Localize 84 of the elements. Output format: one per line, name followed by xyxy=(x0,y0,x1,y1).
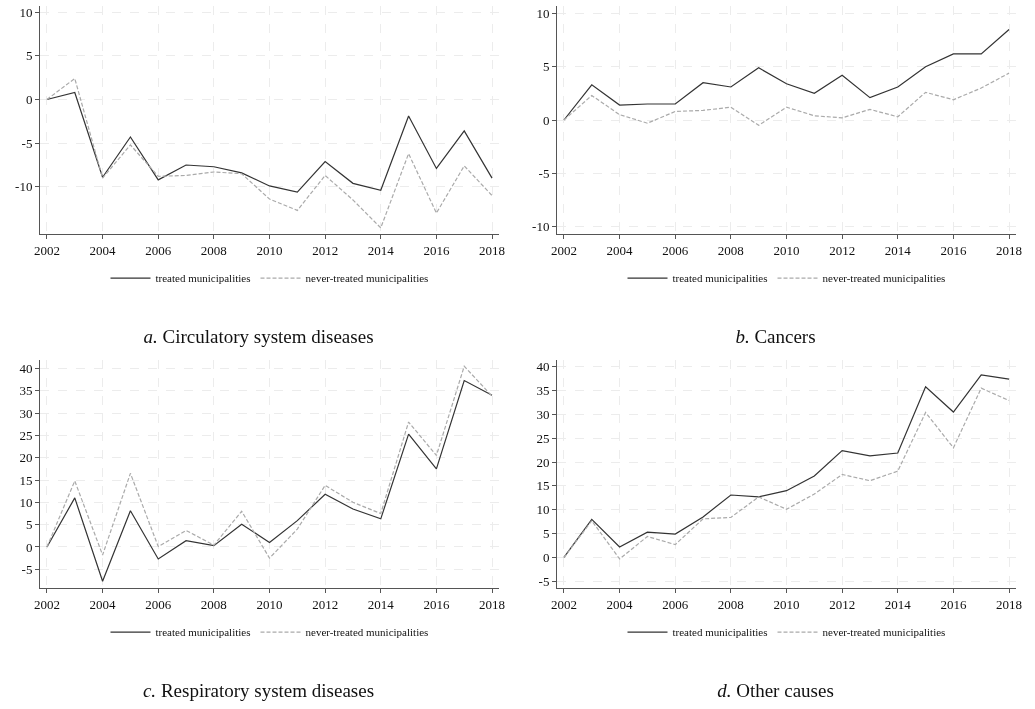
x-tick-label: 2008 xyxy=(200,596,227,612)
x-tick-label: 2012 xyxy=(829,242,856,258)
y-tick-label: 30 xyxy=(536,406,550,422)
x-tick-label: 2018 xyxy=(479,242,506,258)
x-tick-label: 2018 xyxy=(996,242,1023,258)
line-series xyxy=(563,28,1010,121)
x-tick-label: 2014 xyxy=(884,242,912,258)
y-tick-label: 30 xyxy=(19,405,33,421)
y-tick-label: 25 xyxy=(19,427,33,443)
y-tick-label: -5 xyxy=(538,165,550,181)
y-tick-label: 5 xyxy=(542,526,550,542)
y-tick-label: -5 xyxy=(21,135,33,151)
x-tick-label: 2016 xyxy=(423,596,450,612)
y-tick-label: 15 xyxy=(19,472,33,488)
y-tick-label: 0 xyxy=(25,539,33,555)
x-tick-label: 2014 xyxy=(367,596,395,612)
line-series xyxy=(46,379,493,582)
x-tick-label: 2002 xyxy=(550,596,577,612)
x-tick-label: 2004 xyxy=(606,242,634,258)
y-tick-label: 5 xyxy=(25,48,33,64)
line-series xyxy=(46,365,493,559)
legend-label: treated municipalities xyxy=(672,626,768,639)
x-tick-label: 2016 xyxy=(940,242,967,258)
x-tick-label: 2002 xyxy=(33,242,60,258)
text: c. Respiratory system diseases xyxy=(142,680,375,702)
y-tick-label: 5 xyxy=(542,59,550,75)
y-tick-label: 40 xyxy=(19,361,33,377)
line-series xyxy=(563,72,1010,126)
x-tick-label: 2006 xyxy=(662,242,689,258)
legend-label: never-treated municipalities xyxy=(305,626,429,639)
line-series xyxy=(46,77,493,229)
y-tick-label: 5 xyxy=(25,517,33,533)
x-tick-label: 2014 xyxy=(367,242,395,258)
y-tick-label: 0 xyxy=(542,112,550,128)
legend-label: never-treated municipalities xyxy=(822,272,946,285)
x-tick-label: 2018 xyxy=(996,596,1023,612)
x-tick-label: 2012 xyxy=(829,596,856,612)
x-tick-label: 2010 xyxy=(256,242,283,258)
legend-label: treated municipalities xyxy=(672,272,768,285)
x-tick-label: 2014 xyxy=(884,596,912,612)
line-series xyxy=(46,91,493,193)
text: d. Other causes xyxy=(717,680,834,702)
y-tick-label: -10 xyxy=(532,219,550,235)
x-tick-label: 2010 xyxy=(256,596,283,612)
x-tick-label: 2006 xyxy=(662,596,689,612)
text: a. Circulatory system diseases xyxy=(143,326,374,348)
legend-label: treated municipalities xyxy=(155,272,251,285)
x-tick-label: 2008 xyxy=(717,596,744,612)
legend-label: treated municipalities xyxy=(155,626,251,639)
x-tick-label: 2018 xyxy=(479,596,506,612)
x-tick-label: 2010 xyxy=(773,596,800,612)
x-tick-label: 2004 xyxy=(89,242,117,258)
y-tick-label: -5 xyxy=(21,561,33,577)
y-tick-label: 35 xyxy=(536,383,550,399)
text: b. Cancers xyxy=(735,326,816,348)
y-tick-label: 20 xyxy=(19,450,33,466)
x-tick-label: 2010 xyxy=(773,242,800,258)
y-tick-label: 0 xyxy=(25,92,33,108)
x-tick-label: 2012 xyxy=(312,242,339,258)
y-tick-label: 10 xyxy=(536,6,550,22)
y-tick-label: 40 xyxy=(536,359,550,375)
y-tick-label: 10 xyxy=(19,494,33,510)
y-tick-label: 20 xyxy=(536,454,550,470)
x-tick-label: 2004 xyxy=(89,596,117,612)
x-tick-label: 2002 xyxy=(33,596,60,612)
y-tick-label: 35 xyxy=(19,383,33,399)
x-tick-label: 2002 xyxy=(550,242,577,258)
x-tick-label: 2016 xyxy=(423,242,450,258)
legend-label: never-treated municipalities xyxy=(822,626,946,639)
legend-label: never-treated municipalities xyxy=(305,272,429,285)
y-tick-label: 25 xyxy=(536,430,550,446)
x-tick-label: 2012 xyxy=(312,596,339,612)
y-tick-label: 0 xyxy=(542,550,550,566)
y-tick-label: -5 xyxy=(538,573,550,589)
y-tick-label: -10 xyxy=(15,179,33,195)
y-tick-label: 15 xyxy=(536,478,550,494)
x-tick-label: 2006 xyxy=(145,242,172,258)
x-tick-label: 2016 xyxy=(940,596,967,612)
y-tick-label: 10 xyxy=(19,4,33,20)
x-tick-label: 2008 xyxy=(200,242,227,258)
x-tick-label: 2008 xyxy=(717,242,744,258)
x-tick-label: 2004 xyxy=(606,596,634,612)
x-tick-label: 2006 xyxy=(145,596,172,612)
y-tick-label: 10 xyxy=(536,502,550,518)
